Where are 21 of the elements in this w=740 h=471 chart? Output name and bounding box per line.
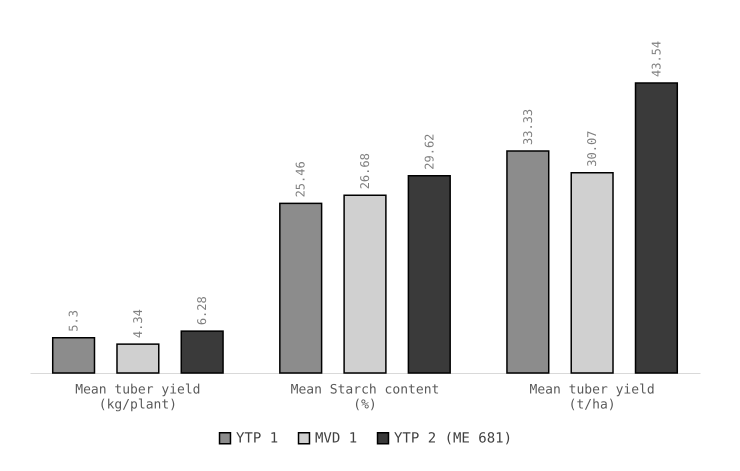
data-label: 4.34	[130, 309, 145, 338]
x-tick-label: Mean tuber yield (kg/plant)	[75, 382, 200, 412]
data-label: 6.28	[195, 296, 210, 326]
x-tick-label: Mean Starch content (%)	[290, 382, 440, 412]
bar	[180, 330, 224, 374]
data-label: 33.33	[520, 108, 535, 146]
x-tick-label: Mean tuber yield (t/ha)	[530, 382, 655, 412]
legend-label: MVD 1	[315, 430, 358, 446]
data-label: 25.46	[294, 161, 308, 198]
bar	[634, 82, 678, 374]
data-label: 43.54	[649, 40, 664, 77]
data-label: 30.07	[585, 130, 600, 167]
bar	[279, 202, 322, 374]
data-label: 29.62	[422, 134, 436, 170]
legend-label: YTP 2 (ME 681)	[394, 430, 512, 446]
bar	[52, 336, 96, 374]
data-label: 5.3	[66, 310, 81, 332]
bar	[506, 150, 550, 374]
data-label: 26.68	[358, 153, 372, 190]
bar	[408, 174, 451, 374]
legend-label: YTP 1	[236, 430, 278, 446]
